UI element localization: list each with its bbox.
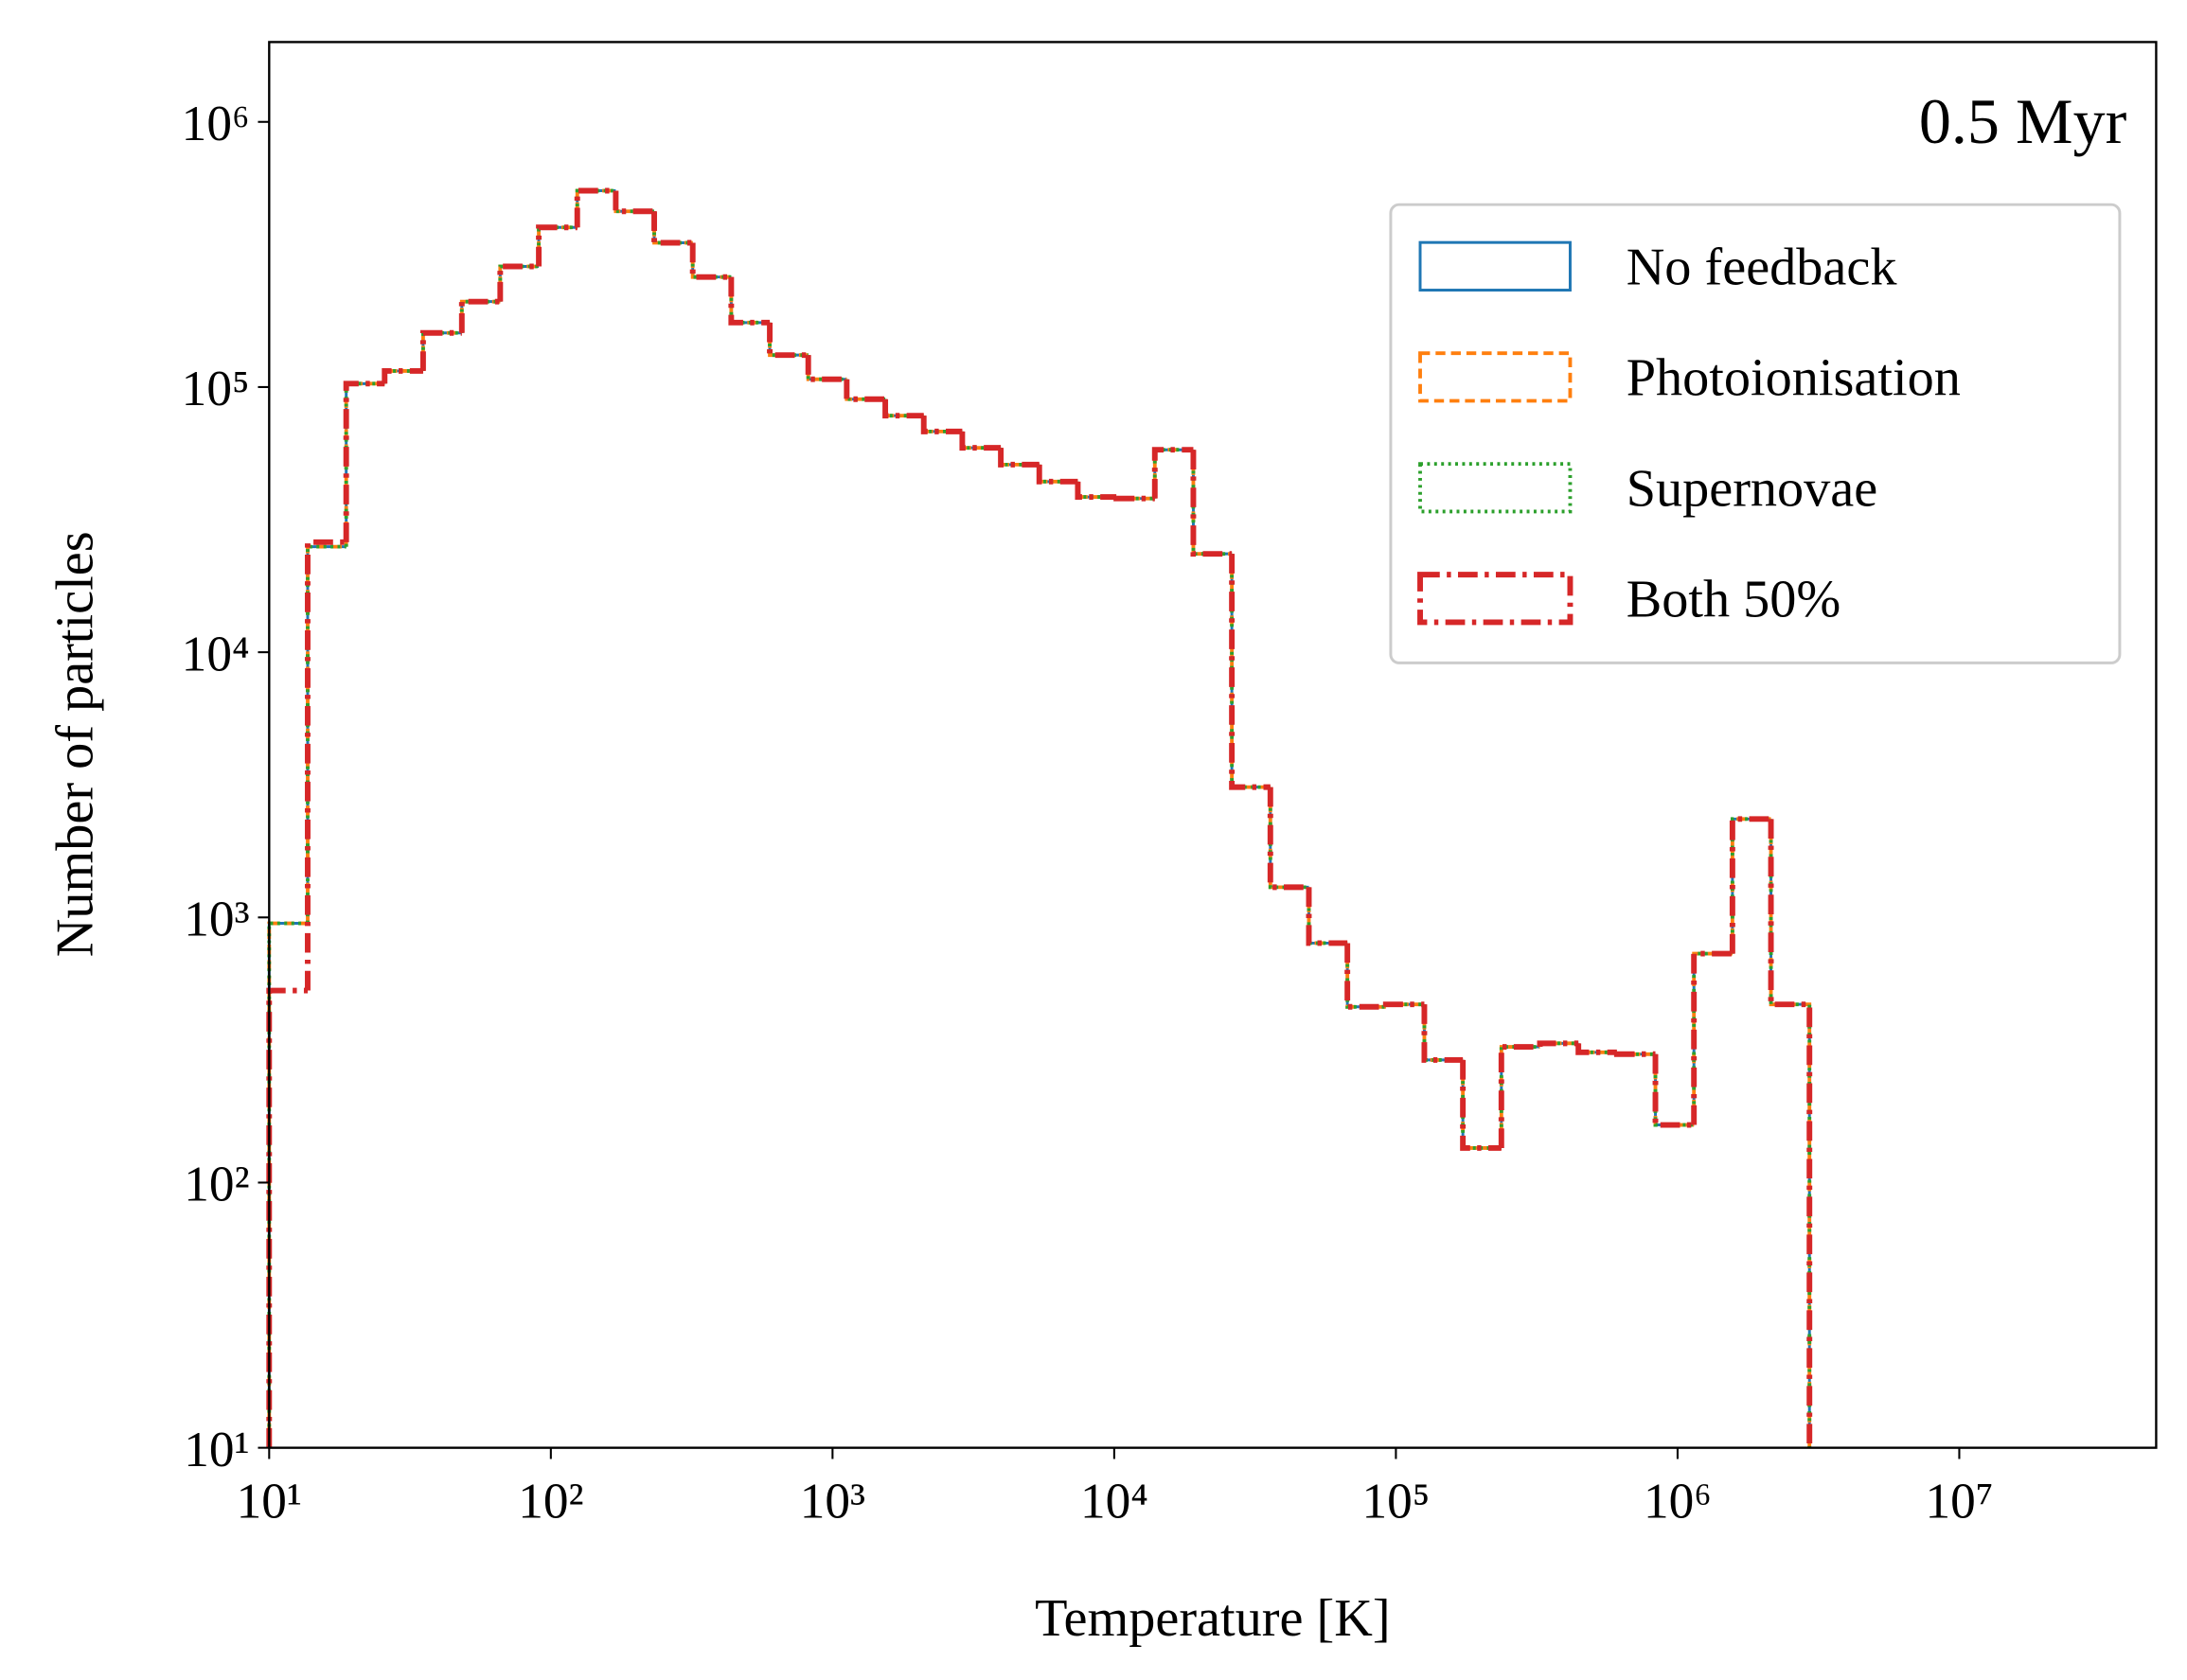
y-tick-label: 10⁵: [182, 361, 250, 416]
hist-step: [498, 264, 540, 302]
hist-step: [651, 211, 693, 246]
hist-step: [1345, 943, 1386, 1009]
hist-step: [690, 242, 732, 279]
x-tick-label: 10⁵: [1361, 1474, 1430, 1530]
hist-step: [1229, 554, 1271, 790]
hist-step: [382, 367, 423, 384]
legend-swatch: [1418, 240, 1572, 292]
y-tick-label: 10³: [184, 892, 249, 947]
hist-step: [1382, 1001, 1425, 1008]
hist-step: [1036, 464, 1078, 485]
x-tick-label: 10¹: [237, 1474, 302, 1530]
x-tick-label: 10⁴: [1080, 1474, 1148, 1530]
hist-step: [959, 431, 1002, 451]
hist-step: [805, 355, 847, 382]
y-tick-label: 10¹: [184, 1422, 249, 1477]
hist-step: [768, 322, 809, 358]
hist-step: [458, 298, 501, 333]
y-tick-label: 10²: [184, 1157, 249, 1212]
hist-step: [1267, 787, 1309, 891]
hist-step: [689, 242, 732, 280]
hist-step: [1190, 450, 1233, 557]
hist-step: [1575, 1043, 1617, 1055]
x-tick-label: 10²: [518, 1474, 583, 1530]
hist-step: [574, 187, 616, 228]
legend-label: Photoionisation: [1627, 349, 1961, 408]
hist-step: [613, 190, 655, 215]
hist-step: [1421, 1004, 1464, 1063]
hist-step: [459, 299, 501, 333]
series: [266, 187, 1813, 1448]
hist-step: [343, 380, 385, 542]
hist-step: [1730, 817, 1771, 954]
hist-step: [728, 276, 771, 326]
y-tick-label: 10⁴: [182, 626, 250, 681]
hist-step: [1151, 447, 1194, 499]
hist-step: [1268, 787, 1309, 890]
hist-step: [1691, 950, 1733, 1125]
hist-step: [1653, 1053, 1695, 1127]
hist-step: [998, 448, 1040, 468]
legend-label: No feedback: [1627, 239, 1898, 297]
annotation: 0.5 Myr: [1919, 85, 2127, 157]
hist-step: [1692, 951, 1733, 1125]
x-tick-label: 10⁷: [1926, 1474, 1994, 1530]
hist-step: [1613, 1051, 1656, 1057]
hist-step: [419, 329, 462, 371]
hist-step: [768, 322, 809, 358]
legend-box: [1389, 203, 2122, 664]
legend-swatch: [1417, 572, 1574, 626]
hist-step: [1498, 1044, 1540, 1148]
legend-label: Supernovae: [1627, 460, 1878, 519]
legend-label: Both 50%: [1627, 571, 1841, 629]
hist-step: [882, 398, 924, 419]
axes-frame: [268, 41, 2158, 1449]
hist-step: [1729, 816, 1771, 954]
y-axis-label: Number of particles: [46, 531, 105, 957]
x-axis-label: Temperature [K]: [1035, 1589, 1391, 1648]
hist-step: [420, 330, 462, 371]
hist-step: [920, 416, 963, 434]
x-tick-label: 10³: [800, 1474, 865, 1530]
plot-area: [266, 187, 1813, 1448]
hist-step: [575, 188, 616, 228]
hist-step: [1113, 495, 1155, 502]
hist-step: [1306, 887, 1348, 946]
hist-step: [1075, 481, 1117, 501]
hist-step: [1460, 1059, 1502, 1151]
legend-swatch: [1418, 351, 1573, 403]
y-tick-label: 10⁶: [182, 96, 250, 151]
hist-step: [497, 263, 540, 302]
hist-step: [1344, 943, 1386, 1010]
hist-step: [652, 211, 693, 245]
hist-step: [1768, 819, 1813, 1448]
x-tick-label: 10⁶: [1644, 1474, 1712, 1530]
hist-step: [536, 224, 578, 267]
hist-step: [844, 379, 886, 402]
hist-step: [1537, 1040, 1579, 1048]
hist-step: [767, 322, 809, 359]
